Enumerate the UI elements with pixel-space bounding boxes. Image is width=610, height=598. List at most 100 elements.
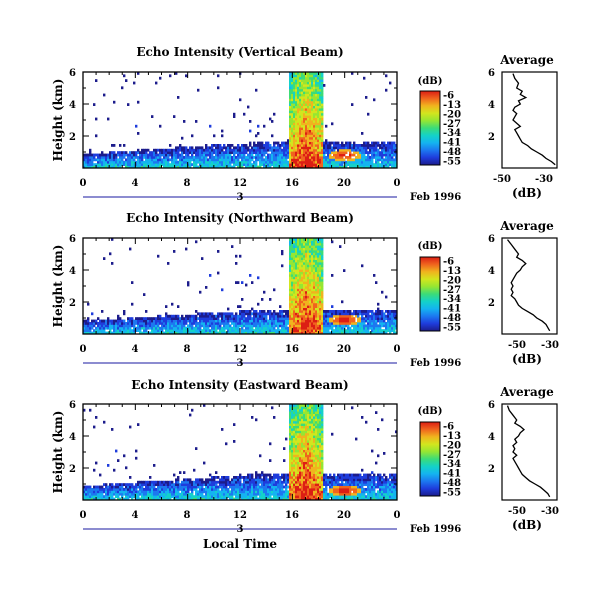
heatmap-cell xyxy=(299,156,302,159)
heatmap-cell xyxy=(323,158,326,162)
heatmap-cell xyxy=(239,146,242,150)
heatmap-cell xyxy=(235,492,238,496)
heatmap-cell xyxy=(221,480,224,484)
heatmap-cell xyxy=(307,322,310,325)
heatmap-cell xyxy=(159,160,162,164)
heatmap-cell xyxy=(297,271,300,275)
heatmap-cell xyxy=(253,314,256,318)
heatmap-cell xyxy=(311,288,314,292)
heatmap-cell xyxy=(289,408,292,412)
heatmap-cell xyxy=(299,314,302,318)
heatmap-cell xyxy=(293,165,296,169)
heatmap-cell xyxy=(281,156,284,159)
heatmap-cell xyxy=(271,134,274,138)
profile-x-label: (dB) xyxy=(512,352,542,366)
heatmap-cell xyxy=(259,151,262,154)
heatmap-cell xyxy=(307,163,310,166)
heatmap-cell xyxy=(193,326,196,330)
heatmap-cell xyxy=(363,310,366,313)
heatmap-cell xyxy=(243,314,246,318)
heatmap-cell xyxy=(105,163,108,166)
heatmap-cell xyxy=(155,163,158,166)
heatmap-cell xyxy=(303,331,306,335)
heatmap-cell xyxy=(123,144,126,147)
heatmap-cell xyxy=(299,98,302,102)
heatmap-cell xyxy=(311,103,314,106)
heatmap-cell xyxy=(193,156,196,159)
heatmap-cell xyxy=(305,307,308,311)
heatmap-cell xyxy=(379,163,382,166)
heatmap-cell xyxy=(311,100,314,104)
heatmap-cell xyxy=(315,74,318,78)
heatmap-cell xyxy=(157,324,160,328)
heatmap-cell xyxy=(291,276,294,280)
heatmap-cell xyxy=(97,488,100,491)
heatmap-cell xyxy=(185,497,188,501)
heatmap-cell xyxy=(249,274,252,277)
heatmap-cell xyxy=(331,141,334,145)
heatmap-cell xyxy=(309,98,312,102)
heatmap-cell xyxy=(353,165,356,169)
heatmap-cell xyxy=(167,331,170,335)
heatmap-cell xyxy=(287,495,290,498)
heatmap-cell xyxy=(203,329,206,332)
heatmap-cell xyxy=(319,148,322,152)
heatmap-cell xyxy=(205,146,208,150)
heatmap-cell xyxy=(351,160,354,164)
heatmap-cell xyxy=(161,326,164,330)
heatmap-cell xyxy=(321,288,324,292)
heatmap-cell xyxy=(313,151,316,154)
heatmap-cell xyxy=(329,141,332,145)
heatmap-cell xyxy=(201,322,204,325)
heatmap-cell xyxy=(215,492,218,496)
heatmap-cell xyxy=(289,100,292,104)
heatmap-cell xyxy=(295,76,298,80)
heatmap-cell xyxy=(205,319,208,323)
heatmap-cell xyxy=(247,490,250,494)
heatmap-cell xyxy=(235,314,238,318)
heatmap-cell xyxy=(335,312,338,316)
heatmap-cell xyxy=(301,124,304,128)
heatmap-cell xyxy=(211,153,214,157)
heatmap-cell xyxy=(113,158,116,162)
heatmap-cell xyxy=(219,324,222,328)
heatmap-cell xyxy=(245,144,248,147)
profile-frame xyxy=(501,71,558,169)
heatmap-cell xyxy=(209,153,212,157)
heatmap-cell xyxy=(303,238,306,241)
heatmap-cell xyxy=(333,151,336,154)
heatmap-cell xyxy=(209,156,212,159)
heatmap-cell xyxy=(307,310,310,313)
heatmap-cell xyxy=(215,165,218,169)
heatmap-cell xyxy=(305,160,308,164)
heatmap-cell xyxy=(321,108,324,111)
heatmap-cell xyxy=(387,163,390,166)
heatmap-cell xyxy=(225,165,228,169)
heatmap-cell xyxy=(297,276,300,280)
heatmap-cell xyxy=(305,141,308,145)
heatmap-cell xyxy=(249,312,252,316)
heatmap-cell xyxy=(257,312,260,316)
heatmap-cell xyxy=(321,247,324,251)
heatmap-cell xyxy=(295,88,298,92)
heatmap-cell xyxy=(251,326,254,330)
heatmap-cell xyxy=(233,165,236,169)
heatmap-cell xyxy=(139,483,142,486)
heatmap-cell xyxy=(307,134,310,138)
heatmap-cell xyxy=(135,160,138,164)
heatmap-cell xyxy=(309,278,312,282)
heatmap-cell xyxy=(257,480,260,484)
heatmap-cell xyxy=(221,160,224,164)
heatmap-cell xyxy=(297,84,300,87)
heatmap-cell xyxy=(303,110,306,114)
heatmap-cell xyxy=(355,310,358,313)
heatmap-cell xyxy=(343,317,346,320)
heatmap-cell xyxy=(231,495,234,498)
heatmap-cell xyxy=(171,326,174,330)
heatmap-cell xyxy=(179,148,182,152)
heatmap-cell xyxy=(311,238,314,241)
heatmap-cell xyxy=(267,319,270,323)
heatmap-cell xyxy=(295,290,298,294)
heatmap-cell xyxy=(147,160,150,164)
heatmap-cell xyxy=(319,124,322,128)
